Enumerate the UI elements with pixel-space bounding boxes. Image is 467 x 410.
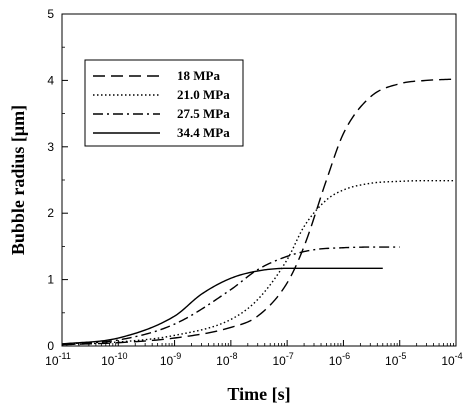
x-tick-label: 10-8 bbox=[216, 351, 237, 368]
legend-box bbox=[84, 59, 244, 147]
legend-label-3: 27.5 MPa bbox=[177, 106, 230, 121]
legend-label-2: 21.0 MPa bbox=[177, 87, 230, 102]
y-tick-label: 1 bbox=[47, 273, 54, 287]
x-tick-label: 10-6 bbox=[329, 351, 350, 368]
y-tick-label: 3 bbox=[47, 140, 54, 154]
y-tick-label: 0 bbox=[47, 339, 54, 353]
x-tick-label: 10-9 bbox=[160, 351, 181, 368]
y-axis: 0 1 2 3 4 5 bbox=[47, 7, 68, 353]
series-line-4 bbox=[61, 267, 383, 345]
series-line-3 bbox=[61, 246, 400, 345]
x-axis: 10-11 10-10 10-9 10-8 10-7 10-6 10-5 10-4 bbox=[45, 340, 463, 368]
series-lines bbox=[61, 78, 457, 346]
y-tick-label: 2 bbox=[47, 206, 54, 220]
series-line-1 bbox=[61, 78, 457, 346]
series-line-2 bbox=[61, 179, 456, 346]
x-axis-title: Time [s] bbox=[227, 384, 290, 404]
x-tick-label: 10-4 bbox=[441, 351, 462, 368]
legend-label-1: 18 MPa bbox=[177, 68, 220, 83]
y-tick-label: 5 bbox=[47, 7, 54, 21]
legend-label-4: 34.4 MPa bbox=[177, 125, 230, 140]
x-tick-label: 10-10 bbox=[101, 351, 127, 368]
x-tick-label: 10-11 bbox=[45, 351, 71, 368]
x-tick-label: 10-5 bbox=[385, 351, 406, 368]
y-tick-label: 4 bbox=[47, 73, 54, 87]
x-tick-label: 10-7 bbox=[272, 351, 293, 368]
legend: 18 MPa 21.0 MPa 27.5 MPa 34.4 MPa bbox=[84, 59, 244, 147]
y-axis-title: Bubble radius [μm] bbox=[8, 105, 28, 255]
